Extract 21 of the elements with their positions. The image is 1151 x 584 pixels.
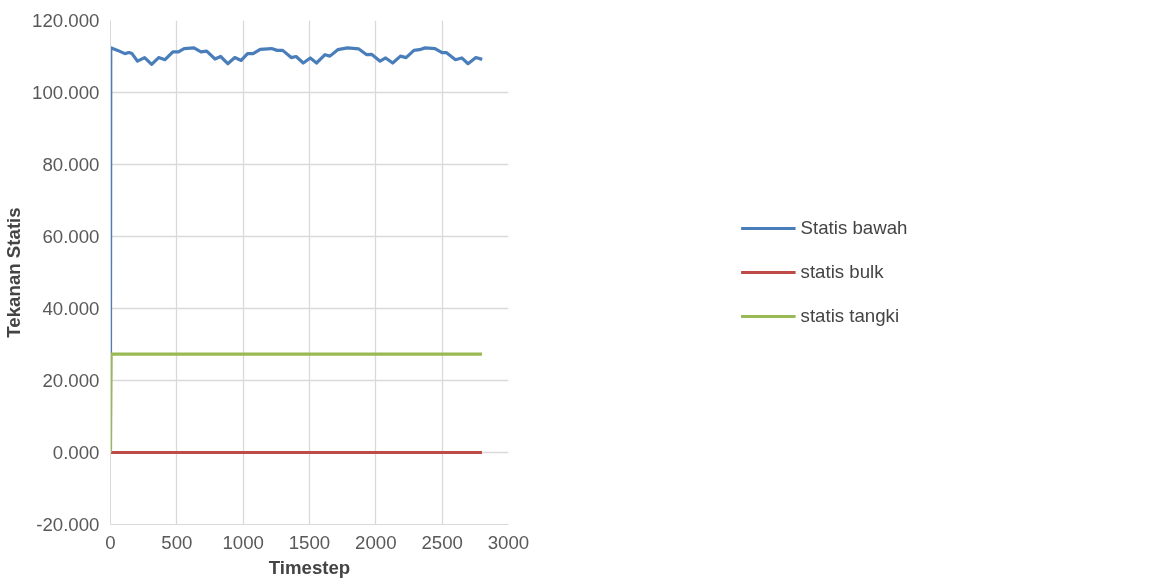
legend-label: statis bulk <box>800 261 884 283</box>
legend-label: statis tangki <box>800 305 900 327</box>
x-tick-label: 500 <box>161 531 193 553</box>
x-tick-label: 3000 <box>487 531 530 553</box>
y-tick-label: 100.000 <box>32 82 100 103</box>
x-tick-label: 0 <box>105 531 116 553</box>
x-tick-label: 1000 <box>222 531 264 553</box>
y-tick-label: 60.000 <box>42 226 100 247</box>
legend-label: Statis bawah <box>800 217 908 239</box>
x-tick-label: 2500 <box>421 531 463 553</box>
y-tick-label: 40.000 <box>42 298 100 319</box>
x-axis-title: Timestep <box>268 556 351 578</box>
y-tick-label: -20.000 <box>36 514 100 535</box>
y-tick-label: 0.000 <box>52 442 100 463</box>
x-tick-label: 1500 <box>288 531 331 553</box>
y-tick-label: 20.000 <box>42 370 100 391</box>
line-series <box>110 46 484 356</box>
y-tick-label: 120.000 <box>32 10 100 31</box>
x-tick-label: 2000 <box>355 531 397 553</box>
y-tick-label: 80.000 <box>42 154 100 175</box>
y-axis-title: Tekanan Statis <box>3 207 25 338</box>
